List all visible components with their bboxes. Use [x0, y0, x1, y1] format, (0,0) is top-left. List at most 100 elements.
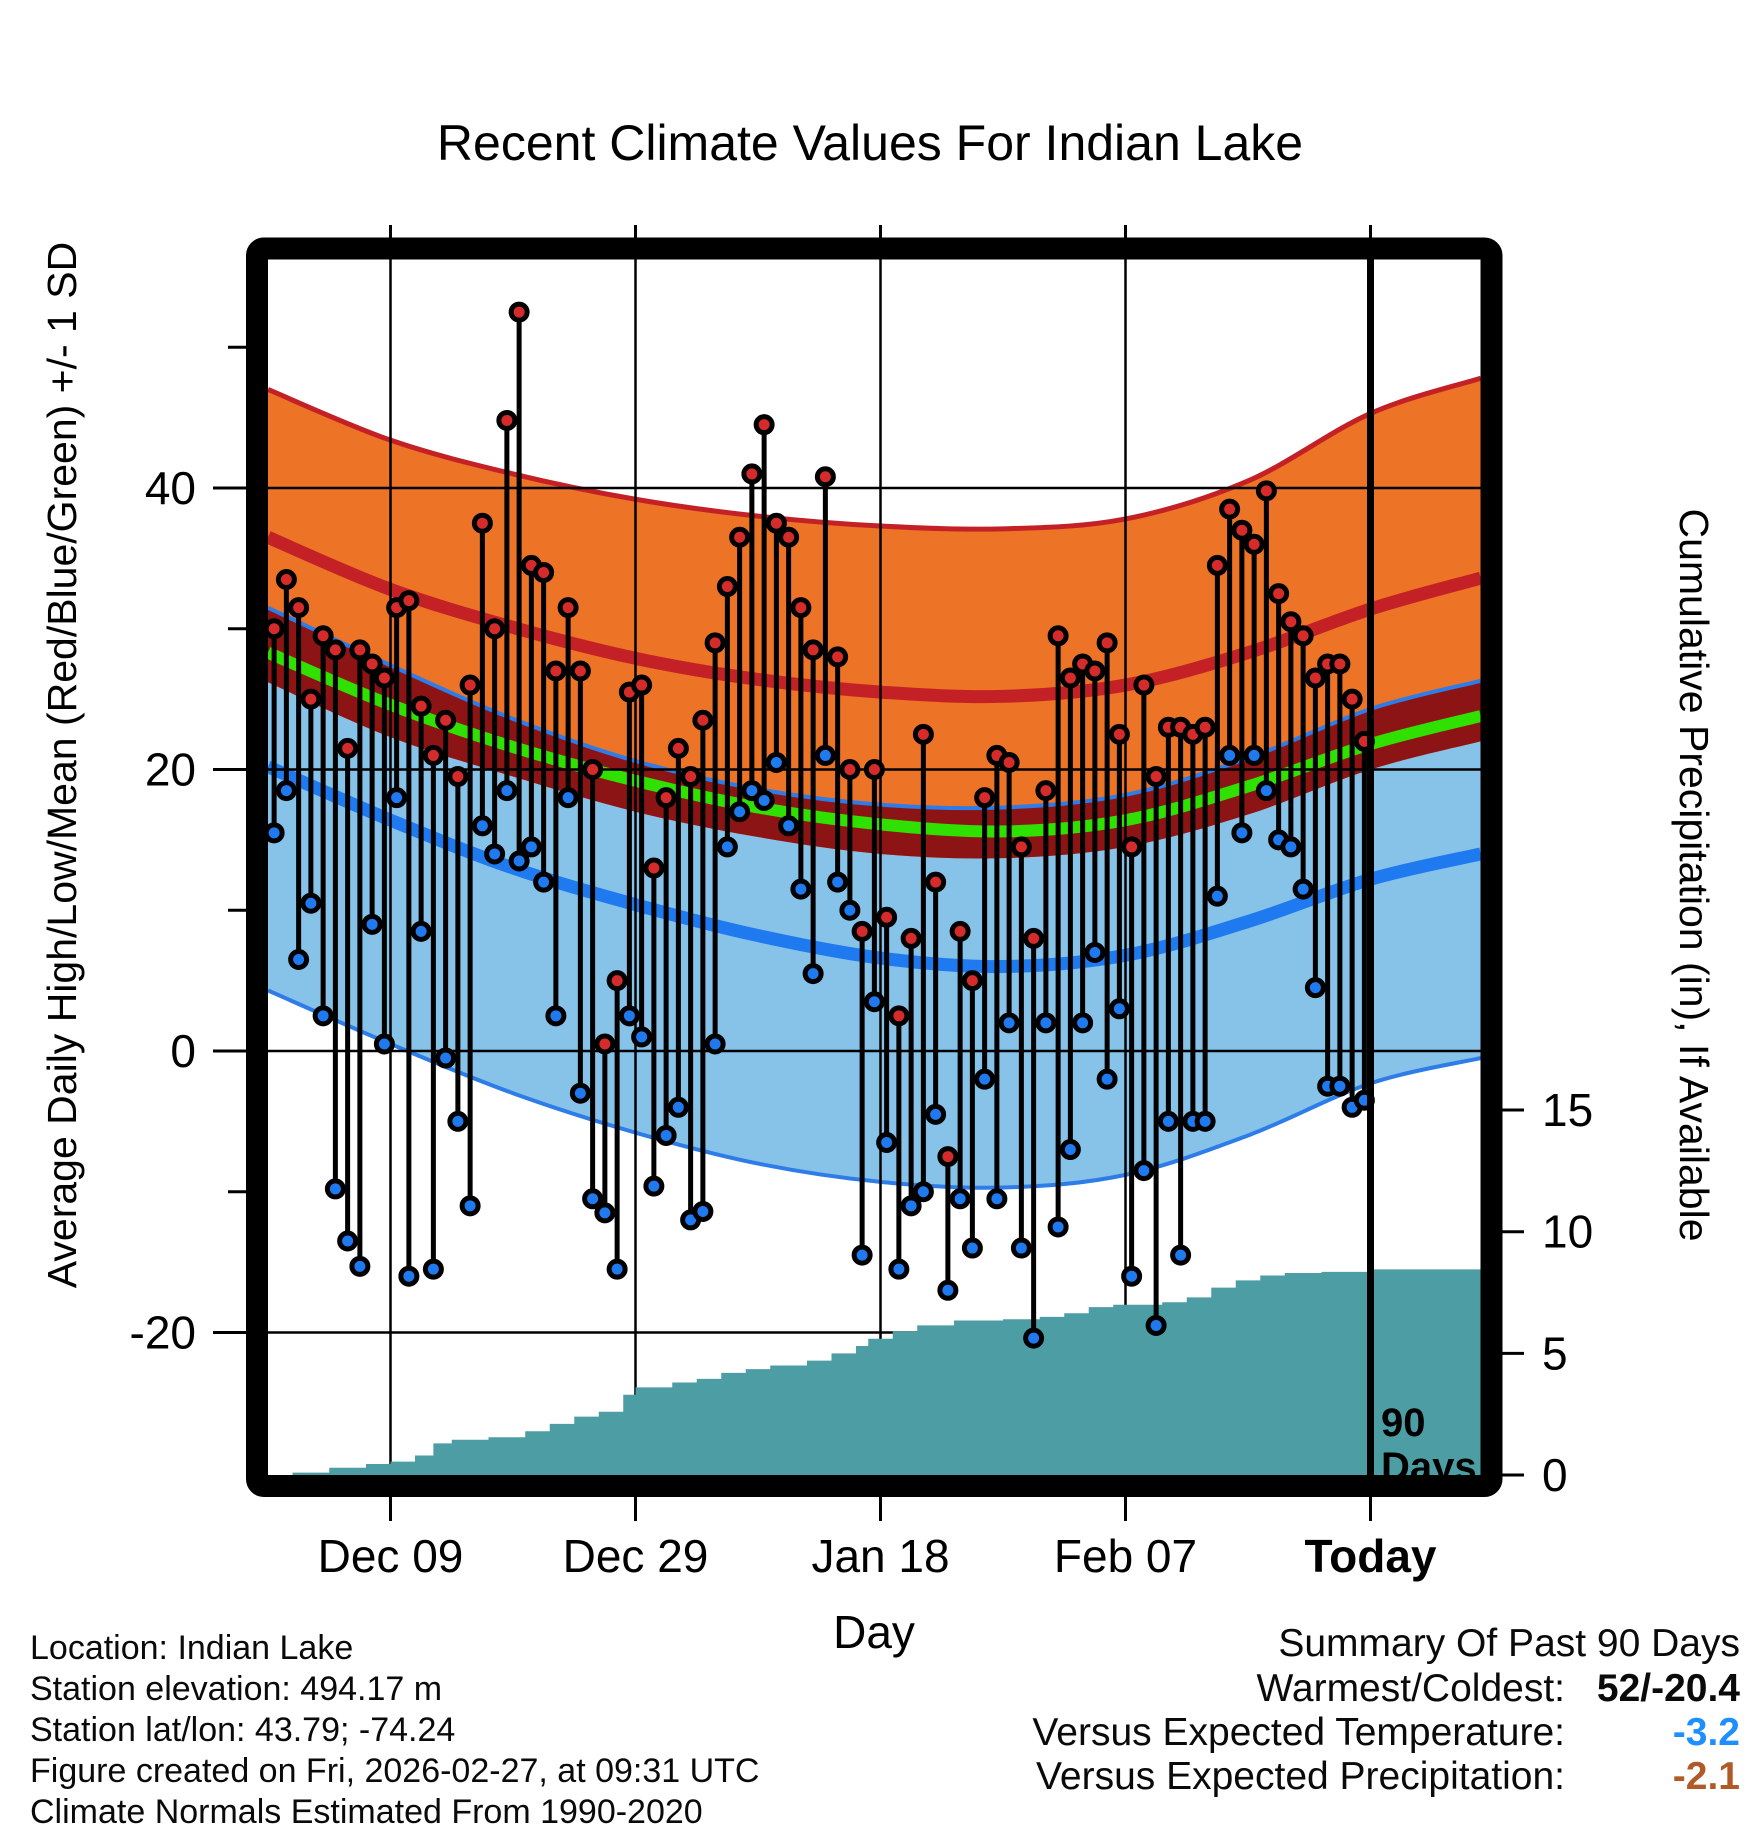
low-dot	[496, 780, 518, 802]
low-dot	[998, 1012, 1020, 1034]
low-dot	[704, 1033, 726, 1055]
x-axis-label: Day	[833, 1606, 915, 1658]
right-tick-label: 10	[1542, 1206, 1593, 1258]
high-dot	[741, 463, 763, 485]
low-dot	[557, 787, 579, 809]
low-dot	[912, 1181, 934, 1203]
high-dot	[324, 639, 346, 661]
high-dot	[471, 512, 493, 534]
x-tick-label: Dec 09	[318, 1530, 464, 1582]
high-dot	[373, 667, 395, 689]
high-dot	[704, 632, 726, 654]
low-dot	[435, 1047, 457, 1069]
high-dot	[790, 597, 812, 619]
low-dot	[667, 1096, 689, 1118]
high-dot	[778, 526, 800, 548]
low-dot	[643, 1175, 665, 1197]
station-info-block: Location: Indian Lake Station elevation:…	[30, 1628, 760, 1828]
high-dot	[1341, 688, 1363, 710]
plot-frame	[246, 237, 1503, 1497]
chart-title: Recent Climate Values For Indian Lake	[437, 115, 1303, 171]
high-dot	[827, 646, 849, 668]
x-tick-label: Dec 29	[563, 1530, 709, 1582]
high-dot	[974, 787, 996, 809]
high-dot	[692, 709, 714, 731]
high-dot	[337, 737, 359, 759]
high-dot	[1047, 625, 1069, 647]
low-dot	[790, 878, 812, 900]
high-dot	[1145, 766, 1167, 788]
figure-created: Figure created on Fri, 2026-02-27, at 09…	[30, 1752, 760, 1790]
high-dot	[508, 301, 530, 323]
low-dot	[594, 1202, 616, 1224]
high-dot	[949, 920, 971, 942]
high-dot	[716, 576, 738, 598]
low-dot	[765, 751, 787, 773]
high-dot	[1023, 927, 1045, 949]
low-dot	[422, 1258, 444, 1280]
high-dot	[729, 526, 751, 548]
low-dot	[716, 836, 738, 858]
y-tick-label: 40	[145, 462, 196, 514]
low-dot	[569, 1082, 591, 1104]
low-dot	[606, 1258, 628, 1280]
high-dot	[1268, 583, 1290, 605]
high-dot	[925, 871, 947, 893]
low-dot	[459, 1195, 481, 1217]
low-dot	[925, 1103, 947, 1125]
low-dot	[1280, 836, 1302, 858]
high-dot	[655, 787, 677, 809]
low-dot	[1157, 1110, 1179, 1132]
ninety-days-annotation-line1: 90	[1381, 1401, 1426, 1445]
low-dot	[937, 1279, 959, 1301]
high-dot	[1194, 716, 1216, 738]
low-dot	[1084, 941, 1106, 963]
high-dot	[361, 653, 383, 675]
high-dot	[1231, 519, 1253, 541]
overlap-band	[268, 607, 1481, 859]
low-dot	[361, 913, 383, 935]
high-dot	[1059, 667, 1081, 689]
low-dot	[876, 1131, 898, 1153]
high-dot	[1243, 533, 1265, 555]
high-dot	[435, 709, 457, 731]
low-dot	[1145, 1314, 1167, 1336]
low-dot	[300, 892, 322, 914]
low-dot	[827, 871, 849, 893]
high-dot	[1219, 498, 1241, 520]
cumulative-precip-area	[268, 1268, 1481, 1475]
low-dot	[324, 1178, 346, 1200]
high-dot	[1133, 674, 1155, 696]
left-axis-title: Average Daily High/Low/Mean (Red/Blue/Gr…	[39, 242, 85, 1288]
low-dot	[275, 780, 297, 802]
right-axis-title: Cumulative Precipitation (in), If Availa…	[1671, 508, 1717, 1241]
high-dot	[814, 466, 836, 488]
high-dot	[680, 766, 702, 788]
climate-normals-note: Climate Normals Estimated From 1990-2020	[30, 1793, 703, 1828]
low-dot	[1194, 1110, 1216, 1132]
right-tick-label: 15	[1542, 1084, 1593, 1136]
low-dot	[312, 1005, 334, 1027]
high-dot	[288, 597, 310, 619]
high-dot	[582, 759, 604, 780]
y-tick-label: -20	[130, 1307, 196, 1359]
high-dot	[876, 906, 898, 928]
low-dot	[349, 1255, 371, 1277]
low-dot	[1108, 998, 1130, 1020]
high-dot	[643, 857, 665, 879]
high-dot	[447, 766, 469, 788]
x-tick-label: Jan 18	[811, 1530, 949, 1582]
low-dot	[655, 1124, 677, 1146]
high-dot	[1084, 660, 1106, 682]
y-tick-label: 0	[170, 1025, 196, 1077]
high-dot	[1096, 632, 1118, 654]
summary-row-vs-precipitation: Versus Expected Precipitation: -2.1	[880, 1755, 1740, 1799]
high-dot	[569, 660, 591, 682]
summary-value: -3.2	[1672, 1711, 1740, 1754]
low-dot	[986, 1188, 1008, 1210]
summary-value: 52/-20.4	[1596, 1667, 1740, 1710]
low-dot	[1121, 1265, 1143, 1287]
high-dot	[606, 970, 628, 992]
low-dot	[337, 1230, 359, 1252]
